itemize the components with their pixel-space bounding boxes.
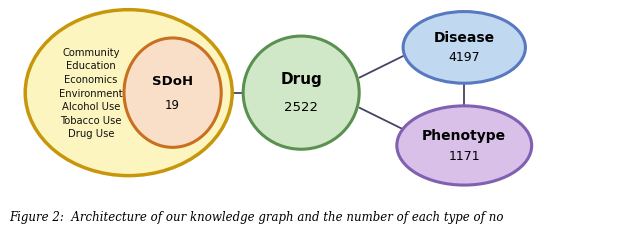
Text: Figure 2:  Architecture of our knowledge graph and the number of each type of no: Figure 2: Architecture of our knowledge … [10, 210, 504, 223]
Text: 1171: 1171 [449, 150, 480, 163]
Text: Community
Education
Economics
Environment
Alcohol Use
Tobacco Use
Drug Use: Community Education Economics Environmen… [60, 48, 123, 139]
Text: 2522: 2522 [284, 101, 318, 114]
Text: Disease: Disease [434, 31, 495, 45]
Ellipse shape [243, 37, 359, 150]
Text: Drug: Drug [280, 72, 322, 87]
Ellipse shape [25, 11, 232, 176]
Ellipse shape [403, 13, 525, 84]
Text: SDoH: SDoH [152, 75, 193, 87]
Ellipse shape [397, 106, 532, 185]
Ellipse shape [124, 39, 221, 148]
Text: 19: 19 [165, 99, 180, 112]
Text: Phenotype: Phenotype [422, 128, 506, 142]
Text: 4197: 4197 [449, 51, 480, 64]
